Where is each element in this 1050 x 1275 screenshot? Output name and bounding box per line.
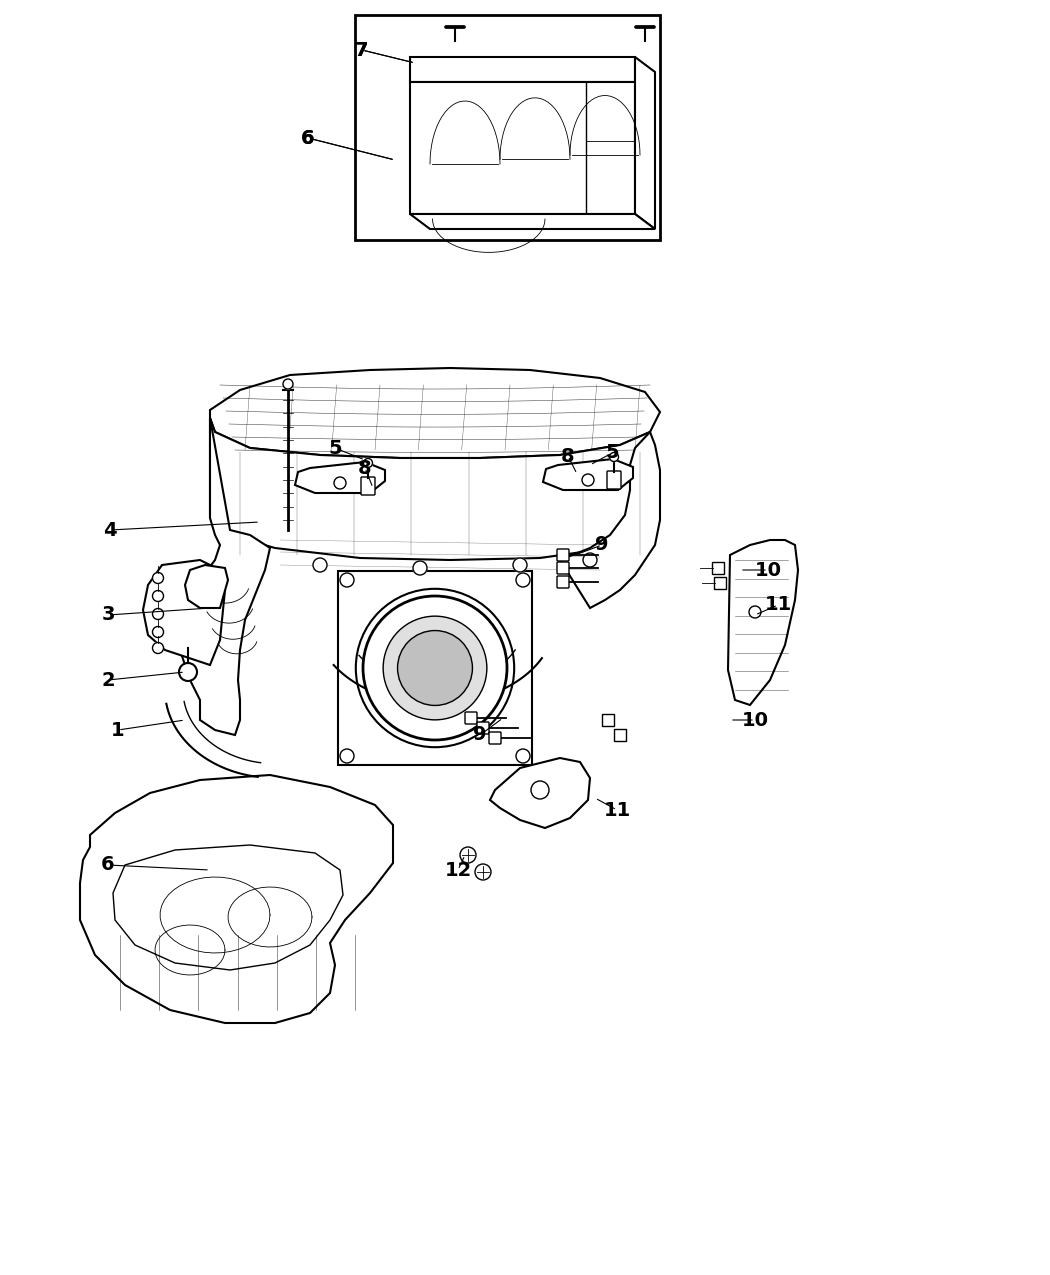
Polygon shape [180, 418, 270, 734]
Text: 4: 4 [103, 520, 117, 539]
Bar [355, 15, 660, 240]
FancyBboxPatch shape [556, 576, 569, 588]
FancyBboxPatch shape [714, 578, 726, 589]
Text: 8: 8 [358, 459, 372, 478]
Circle shape [340, 748, 354, 762]
Polygon shape [143, 560, 225, 666]
Circle shape [531, 782, 549, 799]
Text: 5: 5 [329, 439, 342, 458]
Circle shape [583, 553, 597, 567]
Circle shape [152, 572, 164, 584]
FancyBboxPatch shape [712, 562, 724, 574]
Text: 1: 1 [111, 720, 125, 739]
Circle shape [363, 459, 373, 468]
Circle shape [152, 590, 164, 602]
Circle shape [460, 847, 476, 863]
Text: 12: 12 [444, 861, 471, 880]
Text: 2: 2 [101, 671, 114, 690]
Circle shape [516, 572, 530, 586]
FancyBboxPatch shape [602, 714, 614, 725]
Polygon shape [295, 462, 385, 493]
Text: 7: 7 [355, 41, 369, 60]
Circle shape [516, 748, 530, 762]
Circle shape [383, 616, 487, 720]
Circle shape [513, 558, 527, 572]
Circle shape [178, 663, 197, 681]
Text: 3: 3 [101, 606, 114, 625]
FancyBboxPatch shape [614, 729, 626, 741]
Polygon shape [410, 82, 635, 214]
Text: 10: 10 [755, 561, 781, 580]
Circle shape [152, 643, 164, 654]
Text: 9: 9 [474, 725, 487, 745]
Polygon shape [113, 845, 343, 970]
Polygon shape [80, 775, 393, 1023]
Text: 6: 6 [301, 129, 315, 148]
Text: 6: 6 [301, 129, 315, 148]
Text: 10: 10 [741, 710, 769, 729]
Polygon shape [560, 432, 660, 608]
Circle shape [334, 477, 346, 490]
Polygon shape [410, 57, 635, 82]
Polygon shape [210, 368, 660, 458]
Polygon shape [185, 565, 228, 608]
Circle shape [609, 453, 618, 462]
Text: 8: 8 [561, 446, 574, 465]
Circle shape [284, 379, 293, 389]
FancyBboxPatch shape [361, 477, 375, 495]
Text: 6: 6 [101, 856, 114, 875]
Text: 9: 9 [595, 536, 609, 555]
FancyBboxPatch shape [556, 562, 569, 574]
FancyBboxPatch shape [465, 711, 477, 724]
Polygon shape [334, 650, 542, 704]
Circle shape [749, 606, 761, 618]
Text: 11: 11 [764, 595, 792, 615]
Polygon shape [490, 759, 590, 827]
Text: 11: 11 [604, 801, 631, 820]
Bar [338, 571, 532, 765]
Circle shape [340, 572, 354, 586]
FancyBboxPatch shape [489, 732, 501, 745]
Circle shape [398, 631, 472, 705]
Text: 5: 5 [605, 444, 618, 463]
Circle shape [152, 608, 164, 620]
Polygon shape [410, 214, 655, 230]
Text: 7: 7 [355, 41, 369, 60]
FancyBboxPatch shape [477, 722, 489, 734]
Polygon shape [543, 459, 633, 490]
Circle shape [313, 558, 327, 572]
Circle shape [582, 474, 594, 486]
Circle shape [413, 561, 427, 575]
Circle shape [152, 626, 164, 638]
Circle shape [363, 595, 507, 740]
FancyBboxPatch shape [607, 470, 621, 490]
Polygon shape [210, 418, 650, 560]
Polygon shape [635, 57, 655, 230]
Circle shape [356, 589, 514, 747]
FancyBboxPatch shape [556, 550, 569, 561]
Polygon shape [728, 541, 798, 705]
Circle shape [475, 864, 491, 880]
